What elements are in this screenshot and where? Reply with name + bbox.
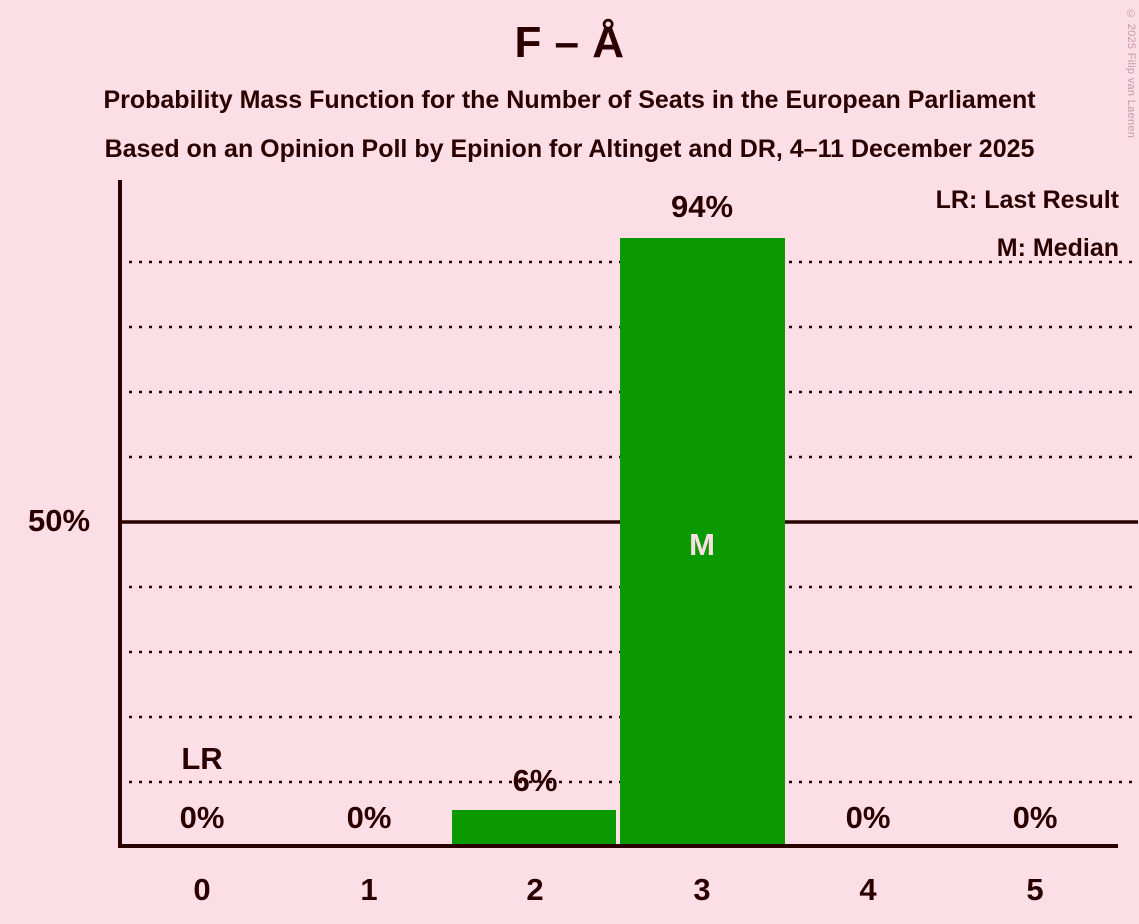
y-axis-label-50: 50% xyxy=(28,503,91,538)
x-tick-4: 4 xyxy=(859,872,877,907)
bar-value-label-5: 0% xyxy=(1012,800,1058,835)
copyright-notice: © 2025 Filip van Laenen xyxy=(1125,8,1137,139)
x-tick-0: 0 xyxy=(193,872,211,907)
legend-last-result: LR: Last Result xyxy=(935,186,1119,214)
x-tick-1: 1 xyxy=(360,872,378,907)
last-result-marker: LR xyxy=(181,741,223,776)
x-tick-5: 5 xyxy=(1026,872,1044,907)
median-marker: M xyxy=(689,527,715,562)
x-tick-3: 3 xyxy=(693,872,711,907)
bar-seats-3 xyxy=(620,238,785,846)
bar-value-label-4: 0% xyxy=(845,800,891,835)
chart-subtitle-primary: Probability Mass Function for the Number… xyxy=(103,86,1036,114)
bars xyxy=(452,238,785,846)
bar-seats-2 xyxy=(452,810,616,846)
chart-subtitle-source: Based on an Opinion Poll by Epinion for … xyxy=(104,135,1035,163)
bar-value-label-0: 0% xyxy=(179,800,225,835)
bar-value-label-3: 94% xyxy=(670,189,734,224)
chart-title: F – Å xyxy=(514,18,625,67)
bar-value-label-2: 6% xyxy=(512,763,558,798)
x-tick-2: 2 xyxy=(526,872,544,907)
legend-median: M: Median xyxy=(996,234,1119,262)
bar-value-label-1: 0% xyxy=(346,800,392,835)
